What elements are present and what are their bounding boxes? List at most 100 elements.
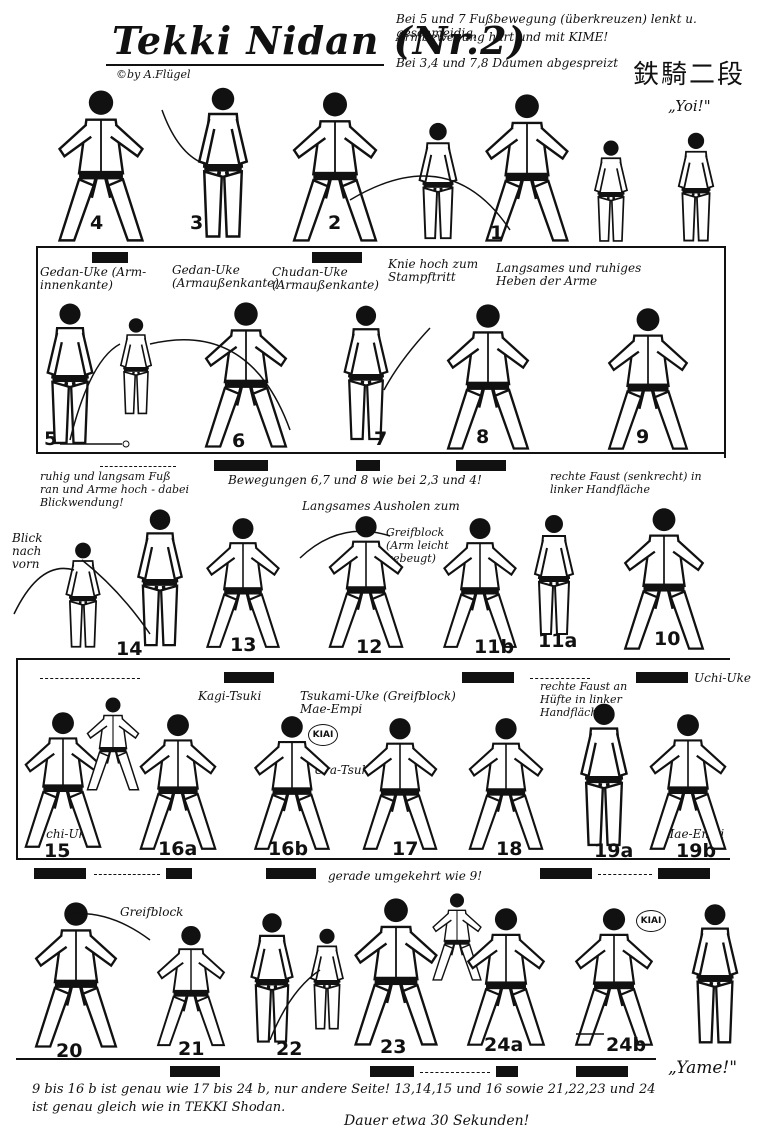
- step-number: 23: [380, 1036, 407, 1058]
- label-kagi-tsuki: Kagi-Tsuki: [198, 689, 262, 703]
- label-langsames: Langsames und ruhiges Heben der Arme: [496, 261, 642, 288]
- step-number: 8: [476, 426, 490, 448]
- yame-label: „Yame!": [668, 1058, 738, 1078]
- step-number: 11b: [474, 636, 515, 658]
- step-number: 7: [374, 428, 388, 450]
- label-blick: Blick nach vorn: [12, 531, 43, 571]
- yoi-label: „Yoi!": [668, 97, 711, 115]
- step-number: 15: [44, 840, 71, 862]
- redaction-bar: [540, 868, 592, 879]
- figure-step-18: [468, 716, 544, 851]
- header-note-1: Bei 5 und 7 Fußbewegung (überkreuzen) le…: [396, 12, 697, 40]
- footer-line-3: Dauer etwa 30 Sekunden!: [344, 1113, 530, 1129]
- figure-step-16b: [253, 714, 331, 851]
- label-tsukami: Tsukami-Uke (Greifblock) Mae-Empi: [300, 689, 456, 716]
- figure-yoi-b: [677, 131, 715, 242]
- dashed-arrow: [530, 678, 590, 679]
- step-number: 13: [230, 634, 257, 656]
- step-number: 24a: [484, 1034, 524, 1056]
- step-number: 17: [392, 838, 419, 860]
- label-chudan-outer: Chudan-Uke (Armaußenkante): [272, 265, 379, 292]
- redaction-bar: [462, 672, 514, 683]
- label-uchi-uke-right: Uchi-Uke: [694, 671, 751, 685]
- redaction-bar: [214, 460, 268, 471]
- dashed-arrow: [40, 678, 140, 679]
- step-number: 1: [490, 222, 504, 244]
- motion-arrows-row3: [13, 530, 391, 635]
- redaction-bar: [34, 868, 86, 879]
- page-title: Tekki Nidan (Nr.2): [112, 18, 527, 63]
- redaction-bar: [496, 1066, 518, 1077]
- redaction-bar: [92, 252, 128, 263]
- row-border: [16, 658, 18, 858]
- step-number: 5: [44, 428, 58, 450]
- figure-yame: [691, 902, 739, 1045]
- redaction-bar: [658, 868, 710, 879]
- step-number: 2: [328, 212, 342, 234]
- label-knie: Knie hoch zum Stampftritt: [388, 257, 479, 284]
- step-number: 12: [356, 636, 383, 658]
- redaction-bar: [636, 672, 688, 683]
- label-bewegungen: Bewegungen 6,7 und 8 wie bei 2,3 und 4!: [228, 473, 482, 487]
- step-number: 20: [56, 1040, 83, 1062]
- step-number: 14: [116, 638, 143, 660]
- step-number: 22: [276, 1038, 303, 1060]
- figure-step-19a: [579, 701, 629, 847]
- redaction-bar: [576, 1066, 628, 1077]
- step-number: 11a: [538, 630, 578, 652]
- dashed-arrow: [100, 466, 176, 467]
- motion-arrows-row5: [69, 912, 604, 1041]
- row-divider: [16, 658, 730, 660]
- label-gedan-inner: Gedan-Uke (Arm-innenkante): [40, 265, 147, 292]
- figure-step-17: [362, 716, 438, 851]
- figure-yoi-a: [593, 139, 629, 243]
- redaction-bar: [312, 252, 362, 263]
- label-greifblock-row5: Greifblock: [120, 905, 184, 919]
- kanji-title: 鉄騎二段: [633, 60, 746, 90]
- kiai-bubble: KIAI: [308, 724, 338, 746]
- dashed-arrow: [420, 1072, 490, 1073]
- label-langsames-ausholen: Langsames Ausholen zum: [302, 499, 460, 513]
- row-divider: [16, 858, 730, 860]
- step-number: 24b: [606, 1034, 647, 1056]
- motion-arrows-row2: [60, 327, 431, 448]
- step-number: 9: [636, 426, 650, 448]
- step-number: 16a: [158, 838, 198, 860]
- label-rechte-faust: rechte Faust an Hüfte in linker Handfläc…: [540, 680, 628, 719]
- redaction-bar: [356, 460, 380, 471]
- redaction-bar: [166, 868, 192, 879]
- label-gedan-outer: Gedan-Uke (Armaußenkante): [172, 263, 279, 290]
- figure-step-11a: [533, 513, 575, 636]
- row-border: [36, 246, 38, 452]
- figure-step-16a: [139, 712, 217, 851]
- redaction-bar: [170, 1066, 220, 1077]
- label-faust: rechte Faust (senkrecht) in linker Handf…: [550, 470, 702, 496]
- redaction-bar: [266, 868, 316, 879]
- step-number: 16b: [268, 838, 309, 860]
- step-number: 18: [496, 838, 523, 860]
- step-number: 3: [190, 212, 204, 234]
- step-number: 6: [232, 430, 246, 452]
- row-divider: [16, 1058, 656, 1060]
- label-greifblock-row3: Greifblock (Arm leicht gebeugt): [386, 526, 449, 565]
- redaction-bar: [456, 460, 506, 471]
- author-credit: ©by A.Flügel: [116, 68, 191, 81]
- label-uchi-uke-left: Uchi-Uke: [36, 827, 93, 841]
- label-ruhig: ruhig und langsam Fuß ran und Arme hoch …: [40, 470, 190, 509]
- step-number: 19a: [594, 840, 634, 862]
- dashed-arrow: [598, 874, 652, 875]
- row-divider: [36, 452, 726, 454]
- figure-step-19b: [649, 712, 727, 851]
- kiai-bubble: KIAI: [636, 910, 666, 932]
- step-number: 21: [178, 1038, 205, 1060]
- footer-line-2: ist genau gleich wie in TEKKI Shodan.: [32, 1100, 286, 1115]
- motion-arrows-row1: [161, 109, 511, 231]
- redaction-bar: [370, 1066, 414, 1077]
- step-number: 4: [90, 212, 104, 234]
- redaction-bar: [224, 672, 274, 683]
- step-number: 10: [654, 628, 681, 650]
- title-underline: [106, 64, 384, 66]
- row-border: [724, 246, 726, 458]
- header-note-2: Armbewegung hart und mit KIME!: [396, 30, 609, 44]
- footer-line-1: 9 bis 16 b ist genau wie 17 bis 24 b, nu…: [32, 1082, 656, 1097]
